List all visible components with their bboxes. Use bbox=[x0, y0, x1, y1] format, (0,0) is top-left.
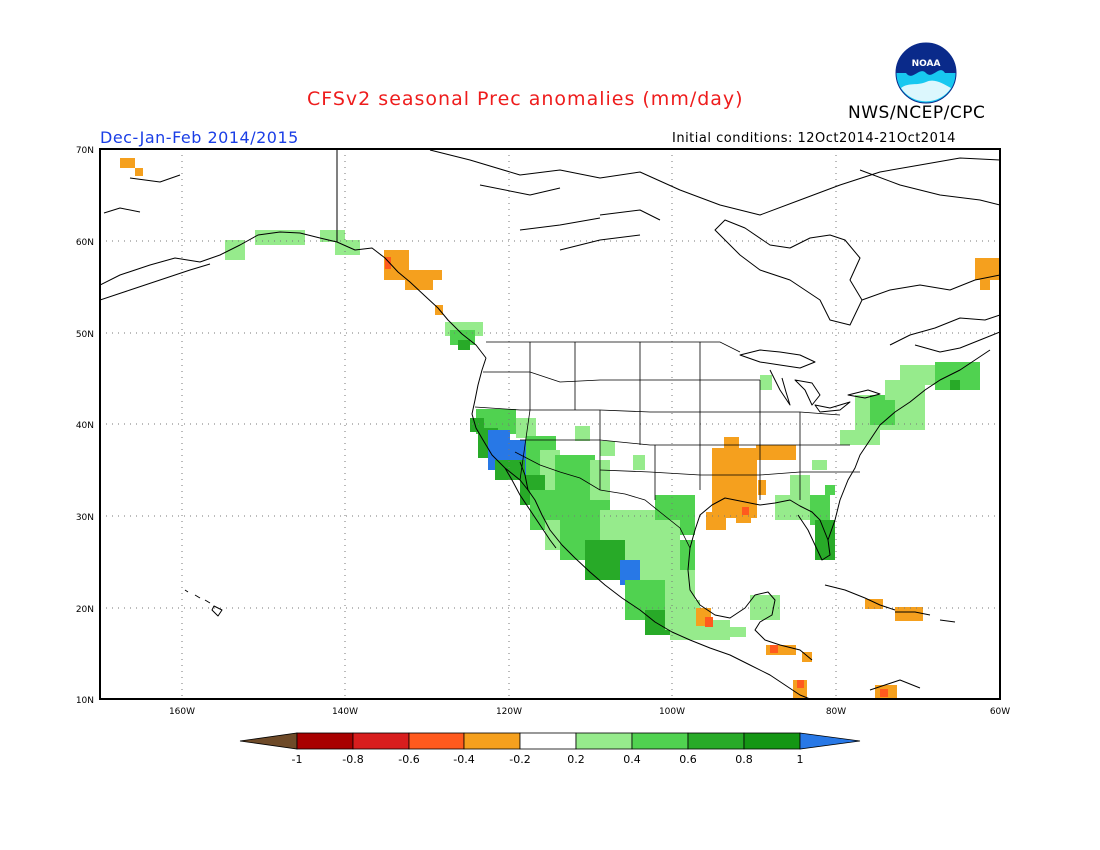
lat-axis: 70N 60N 50N 40N 30N 20N 10N bbox=[76, 146, 94, 706]
colorbar-high-arrow bbox=[799, 732, 861, 750]
anomaly-field bbox=[120, 158, 1000, 699]
colorbar-label: -0.8 bbox=[342, 753, 363, 766]
colorbar-label: -0.2 bbox=[509, 753, 530, 766]
colorbar-label: 0.4 bbox=[623, 753, 641, 766]
colorbar-bin bbox=[687, 732, 745, 750]
lon-tick: 160W bbox=[169, 707, 195, 717]
lon-tick: 60W bbox=[990, 707, 1010, 717]
graticule bbox=[100, 149, 1000, 699]
page-title: CFSv2 seasonal Prec anomalies (mm/day) bbox=[307, 88, 744, 110]
lat-tick: 30N bbox=[76, 513, 94, 523]
colorbar-bin bbox=[463, 732, 521, 750]
lon-tick: 100W bbox=[659, 707, 685, 717]
lat-tick: 50N bbox=[76, 330, 94, 340]
colorbar-bin bbox=[631, 732, 689, 750]
colorbar-label: 1 bbox=[797, 753, 804, 766]
initial-conditions-label: Initial conditions: 12Oct2014-21Oct2014 bbox=[672, 131, 956, 146]
colorbar bbox=[239, 732, 861, 750]
colorbar-label: 0.8 bbox=[735, 753, 753, 766]
colorbar-label: 0.2 bbox=[567, 753, 585, 766]
lat-tick: 10N bbox=[76, 696, 94, 706]
noaa-logo-icon: NOAA bbox=[895, 42, 957, 104]
lon-tick: 120W bbox=[496, 707, 522, 717]
lat-tick: 40N bbox=[76, 421, 94, 431]
lon-tick: 80W bbox=[826, 707, 846, 717]
colorbar-label: -1 bbox=[292, 753, 303, 766]
colorbar-labels: -1 -0.8 -0.6 -0.4 -0.2 0.2 0.4 0.6 0.8 1 bbox=[292, 753, 804, 766]
logo-text: NOAA bbox=[912, 59, 941, 69]
coastlines bbox=[100, 149, 1000, 699]
political-borders bbox=[474, 341, 860, 549]
colorbar-bin bbox=[575, 732, 633, 750]
lon-axis: 160W 140W 120W 100W 80W 60W bbox=[169, 707, 1010, 717]
lat-tick: 20N bbox=[76, 605, 94, 615]
colorbar-bin bbox=[352, 732, 410, 750]
colorbar-label: 0.6 bbox=[679, 753, 697, 766]
season-label: Dec-Jan-Feb 2014/2015 bbox=[100, 128, 299, 147]
colorbar-label: -0.6 bbox=[398, 753, 419, 766]
lat-tick: 70N bbox=[76, 146, 94, 156]
colorbar-bin bbox=[408, 732, 465, 750]
colorbar-bin bbox=[296, 732, 354, 750]
lat-tick: 60N bbox=[76, 238, 94, 248]
colorbar-label: -0.4 bbox=[453, 753, 474, 766]
colorbar-bin bbox=[743, 732, 801, 750]
organization-label: NWS/NCEP/CPC bbox=[848, 103, 986, 123]
map-frame bbox=[99, 148, 1001, 700]
colorbar-bin bbox=[519, 732, 577, 750]
colorbar-low-arrow bbox=[239, 732, 298, 750]
lon-tick: 140W bbox=[332, 707, 358, 717]
